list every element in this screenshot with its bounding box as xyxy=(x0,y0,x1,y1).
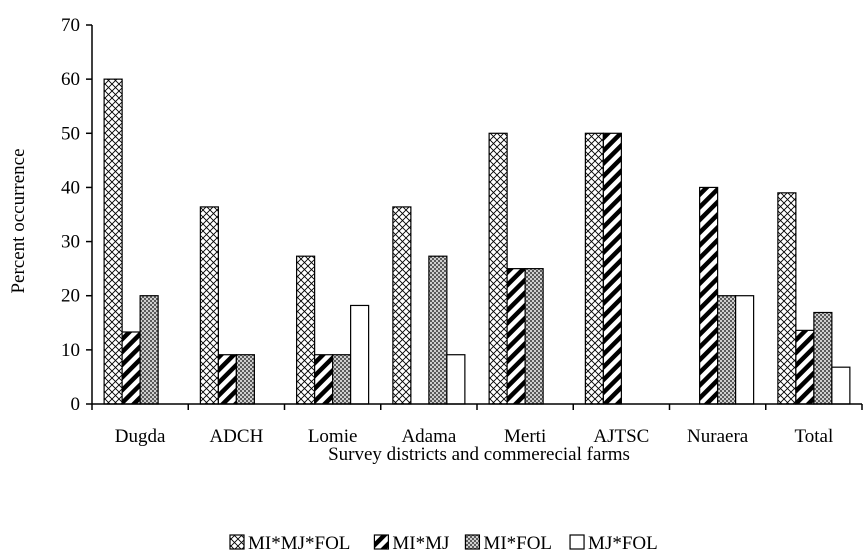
y-ticks: 0 10 20 30 40 50 60 70 xyxy=(61,15,92,415)
bar xyxy=(717,295,737,405)
bar xyxy=(446,354,466,405)
y-axis-title: Percent occurrence xyxy=(8,148,29,293)
bar xyxy=(103,78,123,405)
legend-label: MJ*FOL xyxy=(588,533,658,554)
legend-swatch xyxy=(464,534,481,550)
bar xyxy=(217,354,237,405)
bar xyxy=(488,132,508,405)
legend-swatch xyxy=(373,534,390,550)
bar xyxy=(831,366,851,405)
bar xyxy=(350,304,370,405)
bar xyxy=(813,311,833,405)
bar xyxy=(235,354,255,405)
bar xyxy=(735,295,755,405)
y-tick-label: 20 xyxy=(61,286,80,307)
category-label: AJTSC xyxy=(593,426,649,447)
y-tick-label: 30 xyxy=(61,232,80,253)
legend-swatch xyxy=(569,534,585,550)
legend-label: MI*MJ*FOL xyxy=(248,533,350,554)
legend-label: MI*FOL xyxy=(483,533,552,554)
bar xyxy=(506,268,526,405)
x-axis-title: Survey districts and commerecial farms xyxy=(328,444,630,465)
bar xyxy=(777,192,797,405)
category-label: Dugda xyxy=(115,426,166,447)
y-tick-label: 40 xyxy=(61,177,80,198)
category-label: ADCH xyxy=(209,426,263,447)
bars-group xyxy=(103,78,851,405)
axes: 0 10 20 30 40 50 60 70 Dugda ADCH Lomie Adama Merti… xyxy=(61,15,863,447)
legend: MI*MJ*FOL MI*MJ MI*FOL MJ*FOL xyxy=(229,533,658,554)
bar xyxy=(602,132,622,405)
category-label: Lomie xyxy=(308,426,358,447)
legend-swatch xyxy=(229,534,245,550)
bar xyxy=(296,255,316,405)
y-tick-label: 60 xyxy=(61,69,80,90)
y-tick-label: 0 xyxy=(71,394,81,415)
legend-label: MI*MJ xyxy=(392,533,449,554)
bar xyxy=(199,206,219,405)
bar xyxy=(428,255,448,405)
bar xyxy=(121,331,141,405)
category-label: Adama xyxy=(401,426,456,447)
y-tick-label: 70 xyxy=(61,15,80,36)
y-tick-label: 50 xyxy=(61,123,80,144)
y-tick-label: 10 xyxy=(61,340,80,361)
category-label: Merti xyxy=(504,426,546,447)
bar xyxy=(795,329,815,405)
bar xyxy=(524,268,544,405)
bar xyxy=(699,186,719,405)
category-label: Total xyxy=(794,426,833,447)
bar xyxy=(584,132,604,405)
x-ticks: Dugda ADCH Lomie Adama Merti AJTSC Nuraera Tota… xyxy=(91,404,863,447)
bar xyxy=(139,295,159,405)
category-label: Nuraera xyxy=(687,426,749,447)
bar xyxy=(314,354,334,405)
bar xyxy=(332,354,352,405)
bar xyxy=(392,206,412,405)
